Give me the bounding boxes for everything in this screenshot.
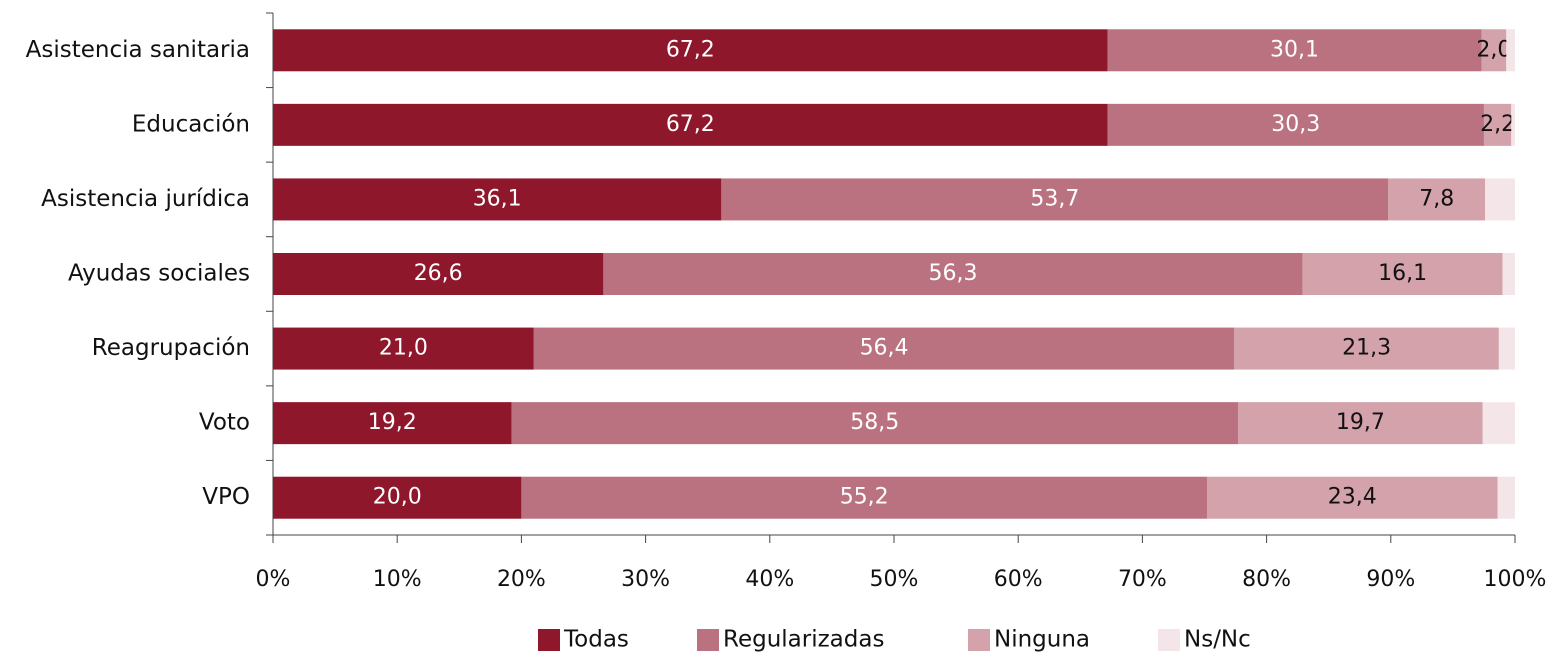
value-label: 16,1 xyxy=(1378,261,1427,286)
bar-segment xyxy=(273,103,1108,146)
bar-segment xyxy=(1498,327,1515,370)
legend-label: Ns/Nc xyxy=(1184,627,1251,653)
bar-segment xyxy=(1511,103,1515,146)
value-label: 36,1 xyxy=(473,186,522,211)
bar-segment xyxy=(1506,29,1515,72)
bar-segment xyxy=(273,178,722,221)
bar-segment xyxy=(1497,476,1515,519)
bar-segment xyxy=(1502,253,1515,295)
value-label: 2,0 xyxy=(1476,37,1511,62)
value-label: 19,2 xyxy=(368,410,417,435)
value-label: 30,3 xyxy=(1271,112,1320,137)
value-label: 67,2 xyxy=(666,112,715,137)
bar-segment xyxy=(1485,178,1515,221)
legend-label: Todas xyxy=(563,627,629,653)
value-label: 30,1 xyxy=(1270,37,1319,62)
value-label: 21,0 xyxy=(379,336,428,361)
category-label: Asistencia sanitaria xyxy=(26,37,250,63)
bar-segment xyxy=(273,402,512,445)
bar-segment xyxy=(1206,476,1498,519)
value-label: 67,2 xyxy=(666,37,715,62)
category-label: Asistencia jurídica xyxy=(41,186,250,212)
x-tick-label: 50% xyxy=(870,567,919,592)
value-label: 23,4 xyxy=(1328,485,1377,510)
legend-label: Regularizadas xyxy=(723,627,884,653)
category-label: Ayudas sociales xyxy=(68,261,250,287)
bar-segment xyxy=(273,327,534,370)
legend-label: Ninguna xyxy=(994,627,1090,653)
category-label: Educación xyxy=(132,111,250,137)
x-tick-label: 30% xyxy=(621,567,670,592)
bar-segment xyxy=(511,402,1239,445)
bar-segment xyxy=(1481,29,1507,72)
value-label: 56,3 xyxy=(929,261,978,286)
value-label: 53,7 xyxy=(1030,186,1079,211)
value-label: 55,2 xyxy=(840,485,889,510)
category-label: VPO xyxy=(202,484,250,510)
bar-segment xyxy=(603,253,1303,295)
x-tick-label: 60% xyxy=(994,567,1043,592)
bar-segment xyxy=(521,476,1207,519)
value-label: 19,7 xyxy=(1336,410,1385,435)
bar-segment xyxy=(1483,103,1512,146)
bar-segment xyxy=(273,476,522,519)
category-label: Reagrupación xyxy=(92,335,250,361)
x-tick-label: 40% xyxy=(745,567,794,592)
x-tick-label: 100% xyxy=(1484,567,1547,592)
bar-segment xyxy=(721,178,1389,221)
legend-swatch xyxy=(968,629,990,651)
value-label: 26,6 xyxy=(414,261,463,286)
x-tick-label: 10% xyxy=(373,567,422,592)
category-label: Voto xyxy=(199,410,250,436)
bar-segment xyxy=(1238,402,1483,445)
value-label: 58,5 xyxy=(850,410,899,435)
x-tick-label: 20% xyxy=(497,567,546,592)
value-label: 20,0 xyxy=(373,485,422,510)
value-label: 7,8 xyxy=(1419,186,1454,211)
bar-segment xyxy=(1234,327,1499,370)
value-label: 2,2 xyxy=(1480,112,1515,137)
x-tick-label: 70% xyxy=(1118,567,1167,592)
value-label: 56,4 xyxy=(860,336,909,361)
bar-segment xyxy=(1107,29,1482,72)
x-tick-label: 90% xyxy=(1366,567,1415,592)
bar-segment xyxy=(1302,253,1503,295)
x-tick-label: 0% xyxy=(256,567,291,592)
legend-swatch xyxy=(697,629,719,651)
legend-swatch xyxy=(1158,629,1180,651)
bar-segment xyxy=(273,253,604,295)
value-label: 21,3 xyxy=(1342,336,1391,361)
x-tick-label: 80% xyxy=(1242,567,1291,592)
bar-segment xyxy=(1482,402,1515,445)
bar-segment xyxy=(273,29,1108,72)
bar-segment xyxy=(1388,178,1486,221)
bar-segment xyxy=(533,327,1235,370)
legend-swatch xyxy=(538,629,560,651)
bar-segment xyxy=(1107,103,1484,146)
